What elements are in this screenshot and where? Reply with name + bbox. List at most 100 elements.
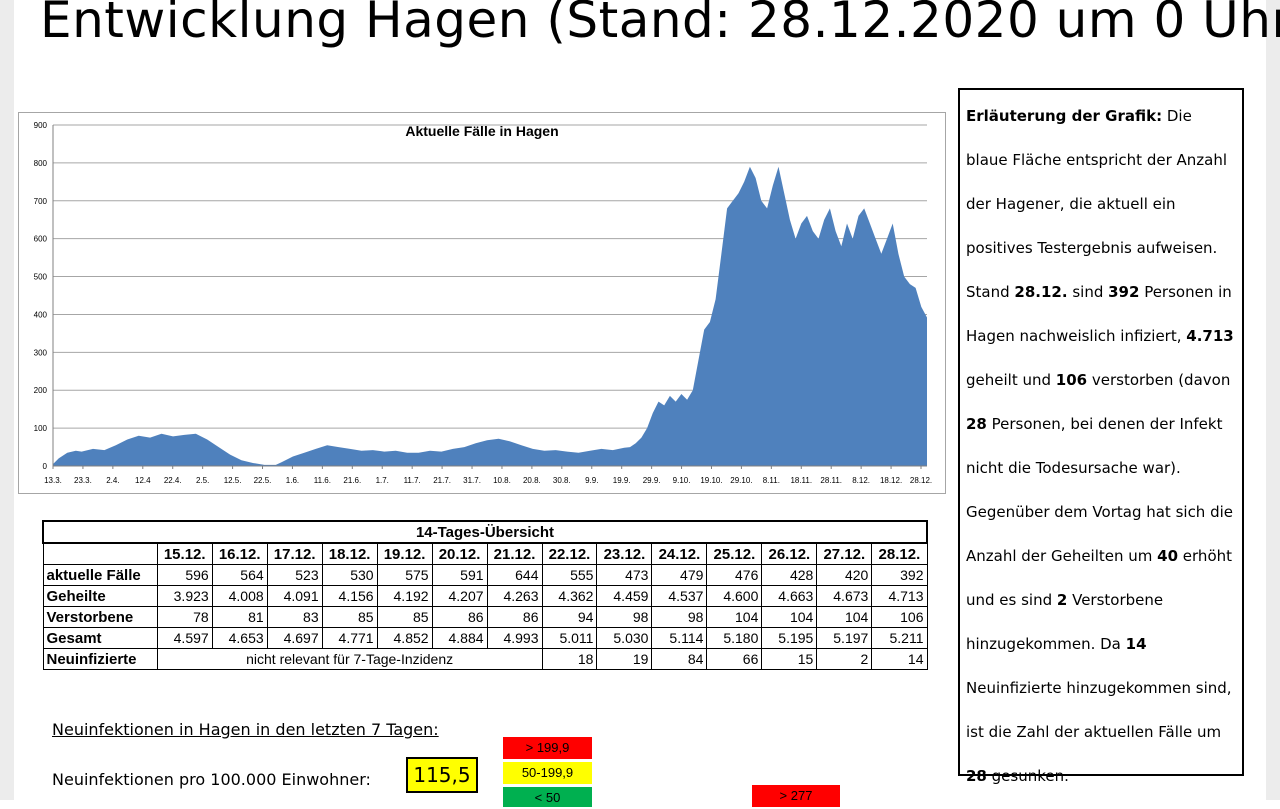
table-cell: 4.459 (596, 585, 653, 607)
explanation-bold: 28 (966, 415, 987, 433)
explanation-box: Erläuterung der Grafik: Die blaue Fläche… (958, 88, 1244, 785)
table-cell: 530 (321, 564, 378, 586)
new-infections-note: nicht relevant für 7-Tage-Inzidenz (156, 648, 543, 670)
legend-yellow: 50-199,9 (503, 762, 592, 784)
explanation-text: gesunken. (986, 767, 1069, 785)
explanation-text: verstorben (davon (1087, 371, 1231, 389)
y-tick-label: 800 (34, 159, 48, 168)
overview-caption: 14-Tages-Übersicht (42, 520, 928, 544)
date-header: 17.12. (266, 542, 323, 565)
explanation-text: Verstorbene hinzugekommen. Da (966, 591, 1164, 653)
table-cell: 420 (816, 564, 873, 586)
x-tick-label: 10.8. (493, 476, 511, 485)
explanation-bold: 106 (1055, 371, 1088, 389)
explanation-text: erhöht und es sind (966, 547, 1233, 609)
table-row: Gesamt 4.597 4.653 4.697 4.771 4.852 4.884 4.99… (42, 627, 928, 649)
explanation-text: Personen, bei denen der Infekt nicht die… (966, 415, 1234, 565)
explanation-text: Die blaue Fläche entspricht der Anzahl d… (966, 107, 1228, 301)
table-cell: 5.197 (816, 627, 873, 649)
incidence-label: Neuinfektionen pro 100.000 Einwohner: (52, 770, 371, 789)
row-label: aktuelle Fälle (42, 564, 158, 586)
table-cell: 86 (486, 606, 543, 628)
row-label: Geheilte (42, 585, 158, 607)
date-header: 16.12. (211, 542, 268, 565)
overview-table: 14-Tages-Übersicht 15.12. 16.12. 17.12. 18.… (42, 520, 928, 670)
table-cell: 104 (761, 606, 818, 628)
table-cell: 84 (651, 648, 708, 670)
table-cell: 78 (156, 606, 213, 628)
table-cell: 2 (816, 648, 873, 670)
table-cell: 564 (211, 564, 268, 586)
area-chart: Aktuelle Fälle in Hagen 0 100 200 300 400 500… (18, 112, 946, 494)
table-cell: 4.884 (431, 627, 488, 649)
x-tick-label: 18.11. (790, 476, 812, 485)
table-cell: 4.207 (431, 585, 488, 607)
explanation-bold: 392 (1108, 283, 1140, 301)
y-tick-label: 0 (43, 462, 48, 471)
table-cell: 4.852 (376, 627, 433, 649)
table-cell: 4.663 (761, 585, 818, 607)
table-cell: 4.600 (706, 585, 763, 607)
explanation-bold: Erläuterung der Grafik: (966, 107, 1163, 125)
table-cell: 596 (156, 564, 213, 586)
table-cell: 591 (431, 564, 488, 586)
table-cell: 19 (596, 648, 653, 670)
explanation-bold: 28 (966, 767, 987, 785)
date-header: 19.12. (376, 542, 433, 565)
table-cell: 575 (376, 564, 433, 586)
date-header: 20.12. (431, 542, 488, 565)
x-tick-label: 30.8. (553, 476, 571, 485)
table-cell: 5.195 (761, 627, 818, 649)
x-tick-label: 28.12. (910, 476, 932, 485)
x-tick-label: 9.10. (673, 476, 691, 485)
table-cell: 4.771 (321, 627, 378, 649)
table-cell: 4.713 (871, 585, 928, 607)
table-row: Geheilte 3.923 4.008 4.091 4.156 4.192 4.207 4.… (42, 585, 928, 607)
y-tick-label: 900 (34, 121, 48, 130)
legend-green: < 50 (503, 787, 592, 807)
x-tick-label: 12.5. (224, 476, 242, 485)
x-tick-label: 28.11. (820, 476, 842, 485)
x-tick-label: 19.9. (613, 476, 631, 485)
date-header: 28.12. (871, 542, 928, 565)
row-label: Verstorbene (42, 606, 158, 628)
x-tick-label: 21.7. (433, 476, 451, 485)
row-label: Neuinfizierte (42, 648, 158, 670)
table-cell: 555 (541, 564, 598, 586)
y-tick-label: 600 (34, 235, 48, 244)
x-tick-label: 12.4 (135, 476, 151, 485)
x-tick-label: 19.10. (700, 476, 722, 485)
table-cell: 85 (376, 606, 433, 628)
incidence-heading: Neuinfektionen in Hagen in den letzten 7… (52, 720, 439, 739)
table-cell: 5.180 (706, 627, 763, 649)
table-cell: 104 (816, 606, 873, 628)
x-tick-label: 2.5. (196, 476, 209, 485)
overview-caption-row: 14-Tages-Übersicht (42, 520, 928, 544)
x-tick-label: 31.7. (463, 476, 481, 485)
table-row: aktuelle Fälle 596 564 523 530 575 591 644 555 47… (42, 564, 928, 586)
date-header: 26.12. (761, 542, 818, 565)
table-cell: 644 (486, 564, 543, 586)
new-infections-row: Neuinfizierte nicht relevant für 7-Tage-… (42, 648, 928, 670)
table-cell: 104 (706, 606, 763, 628)
x-tick-label: 11.7. (404, 476, 421, 485)
y-tick-label: 100 (34, 424, 48, 433)
y-tick-label: 400 (34, 310, 48, 319)
date-header: 23.12. (596, 542, 653, 565)
y-tick-label: 300 (34, 348, 48, 357)
x-tick-label: 29.9. (643, 476, 661, 485)
table-cell: 428 (761, 564, 818, 586)
x-tick-label: 29.10. (730, 476, 752, 485)
table-cell: 4.156 (321, 585, 378, 607)
table-cell: 3.923 (156, 585, 213, 607)
page-title: Entwicklung Hagen (Stand: 28.12.2020 um … (40, 0, 1280, 49)
x-tick-label: 22.5. (254, 476, 272, 485)
date-header: 21.12. (486, 542, 543, 565)
table-cell: 4.673 (816, 585, 873, 607)
table-cell: 5.030 (596, 627, 653, 649)
explanation-bold: 14 (1125, 635, 1147, 653)
x-tick-label: 8.12. (852, 476, 870, 485)
explanation-bold: 4.713 (1186, 327, 1234, 345)
left-gutter (0, 0, 14, 800)
table-cell: 83 (266, 606, 323, 628)
